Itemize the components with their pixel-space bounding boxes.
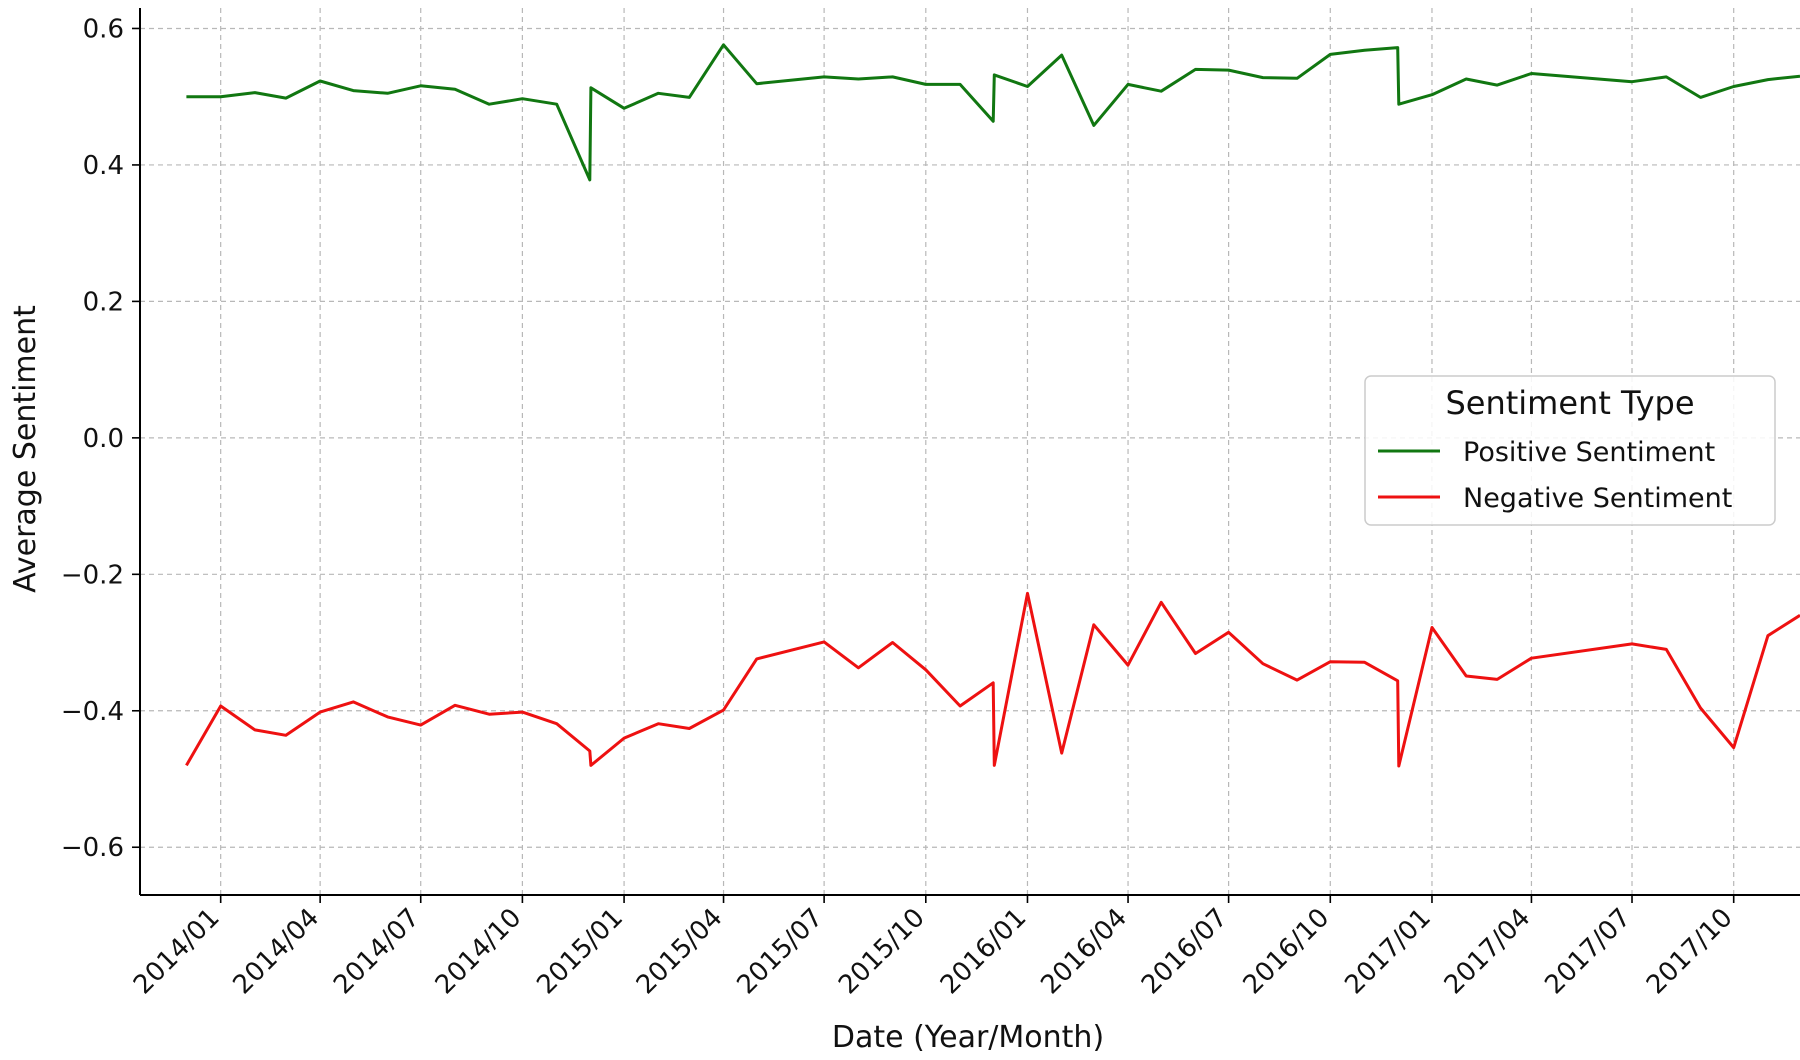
y-tick-label: 0.4 xyxy=(83,151,124,181)
legend-label-positive: Positive Sentiment xyxy=(1463,437,1715,468)
y-tick-label: 0.6 xyxy=(83,14,124,44)
series-layer xyxy=(185,43,1800,768)
x-tick-label: 2017/07 xyxy=(1539,903,1637,1001)
x-tick-label: 2015/10 xyxy=(833,903,931,1001)
x-tick-label: 2017/01 xyxy=(1339,903,1437,1001)
y-tick-label: 0.2 xyxy=(83,287,124,317)
x-tick-label: 2016/04 xyxy=(1035,903,1133,1001)
y-axis-title: Average Sentiment xyxy=(8,305,43,593)
legend-box xyxy=(1364,375,1776,526)
legend-title: Sentiment Type xyxy=(1445,384,1694,422)
x-axis-title: Date (Year/Month) xyxy=(832,1020,1104,1055)
series-line-negative xyxy=(185,591,1800,768)
series-line-positive xyxy=(186,43,1800,182)
y-tick-label: −0.4 xyxy=(61,697,124,727)
x-tick-label: 2015/04 xyxy=(631,903,729,1001)
x-tick-label: 2014/04 xyxy=(228,903,326,1001)
grid-layer xyxy=(140,8,1800,895)
x-tick-label: 2014/10 xyxy=(430,903,528,1001)
x-tick-label: 2017/04 xyxy=(1439,903,1537,1001)
x-tick-label: 2016/01 xyxy=(935,903,1033,1001)
y-tick-label: −0.2 xyxy=(61,560,124,590)
x-tick-label: 2014/01 xyxy=(128,903,226,1001)
legend: Sentiment Type Positive Sentiment Negati… xyxy=(1364,375,1776,526)
legend-label-negative: Negative Sentiment xyxy=(1463,483,1732,514)
x-tick-label: 2015/07 xyxy=(731,903,829,1001)
x-tick-label: 2016/07 xyxy=(1136,903,1234,1001)
axes-layer xyxy=(139,8,1800,896)
x-tick-label: 2015/01 xyxy=(531,903,629,1001)
x-tick-label: 2017/10 xyxy=(1641,903,1739,1001)
x-tick-label: 2014/07 xyxy=(328,903,426,1001)
y-tick-label: 0.0 xyxy=(83,424,124,454)
y-tick-label: −0.6 xyxy=(61,833,124,863)
x-tick-label: 2016/10 xyxy=(1238,903,1336,1001)
